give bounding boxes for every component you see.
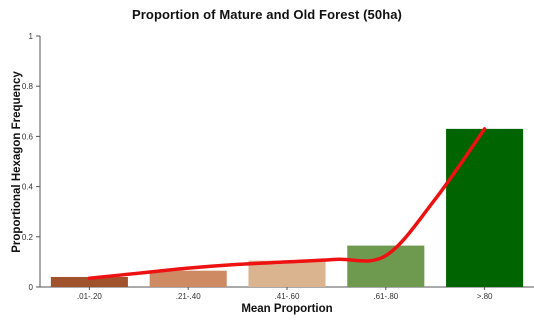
y-tick-label: 0.8 bbox=[22, 82, 34, 91]
bar bbox=[446, 128, 524, 287]
y-tick-label: 0.6 bbox=[22, 132, 34, 141]
x-tick-label: .41-.60 bbox=[275, 292, 300, 301]
bar bbox=[248, 260, 326, 287]
bar bbox=[149, 270, 227, 287]
y-tick-label: 0.2 bbox=[22, 233, 34, 242]
y-tick-label: 1 bbox=[29, 32, 34, 41]
bar bbox=[347, 245, 425, 287]
x-axis-title: Mean Proportion bbox=[241, 303, 333, 315]
x-tick-label: .21-.40 bbox=[176, 292, 201, 301]
y-tick-label: 0 bbox=[29, 283, 34, 292]
x-tick-label: .61-.80 bbox=[373, 292, 398, 301]
bar bbox=[50, 276, 128, 287]
x-tick-label: .01-.20 bbox=[77, 292, 102, 301]
trend-line bbox=[87, 127, 487, 280]
chart-title: Proportion of Mature and Old Forest (50h… bbox=[132, 7, 402, 22]
y-tick-label: 0.4 bbox=[22, 183, 34, 192]
x-tick-label: >.80 bbox=[477, 292, 493, 301]
